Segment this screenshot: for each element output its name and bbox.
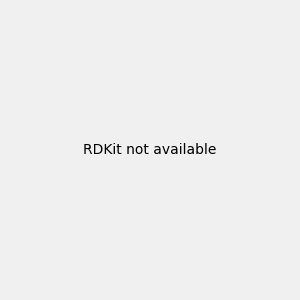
Text: RDKit not available: RDKit not available xyxy=(83,143,217,157)
